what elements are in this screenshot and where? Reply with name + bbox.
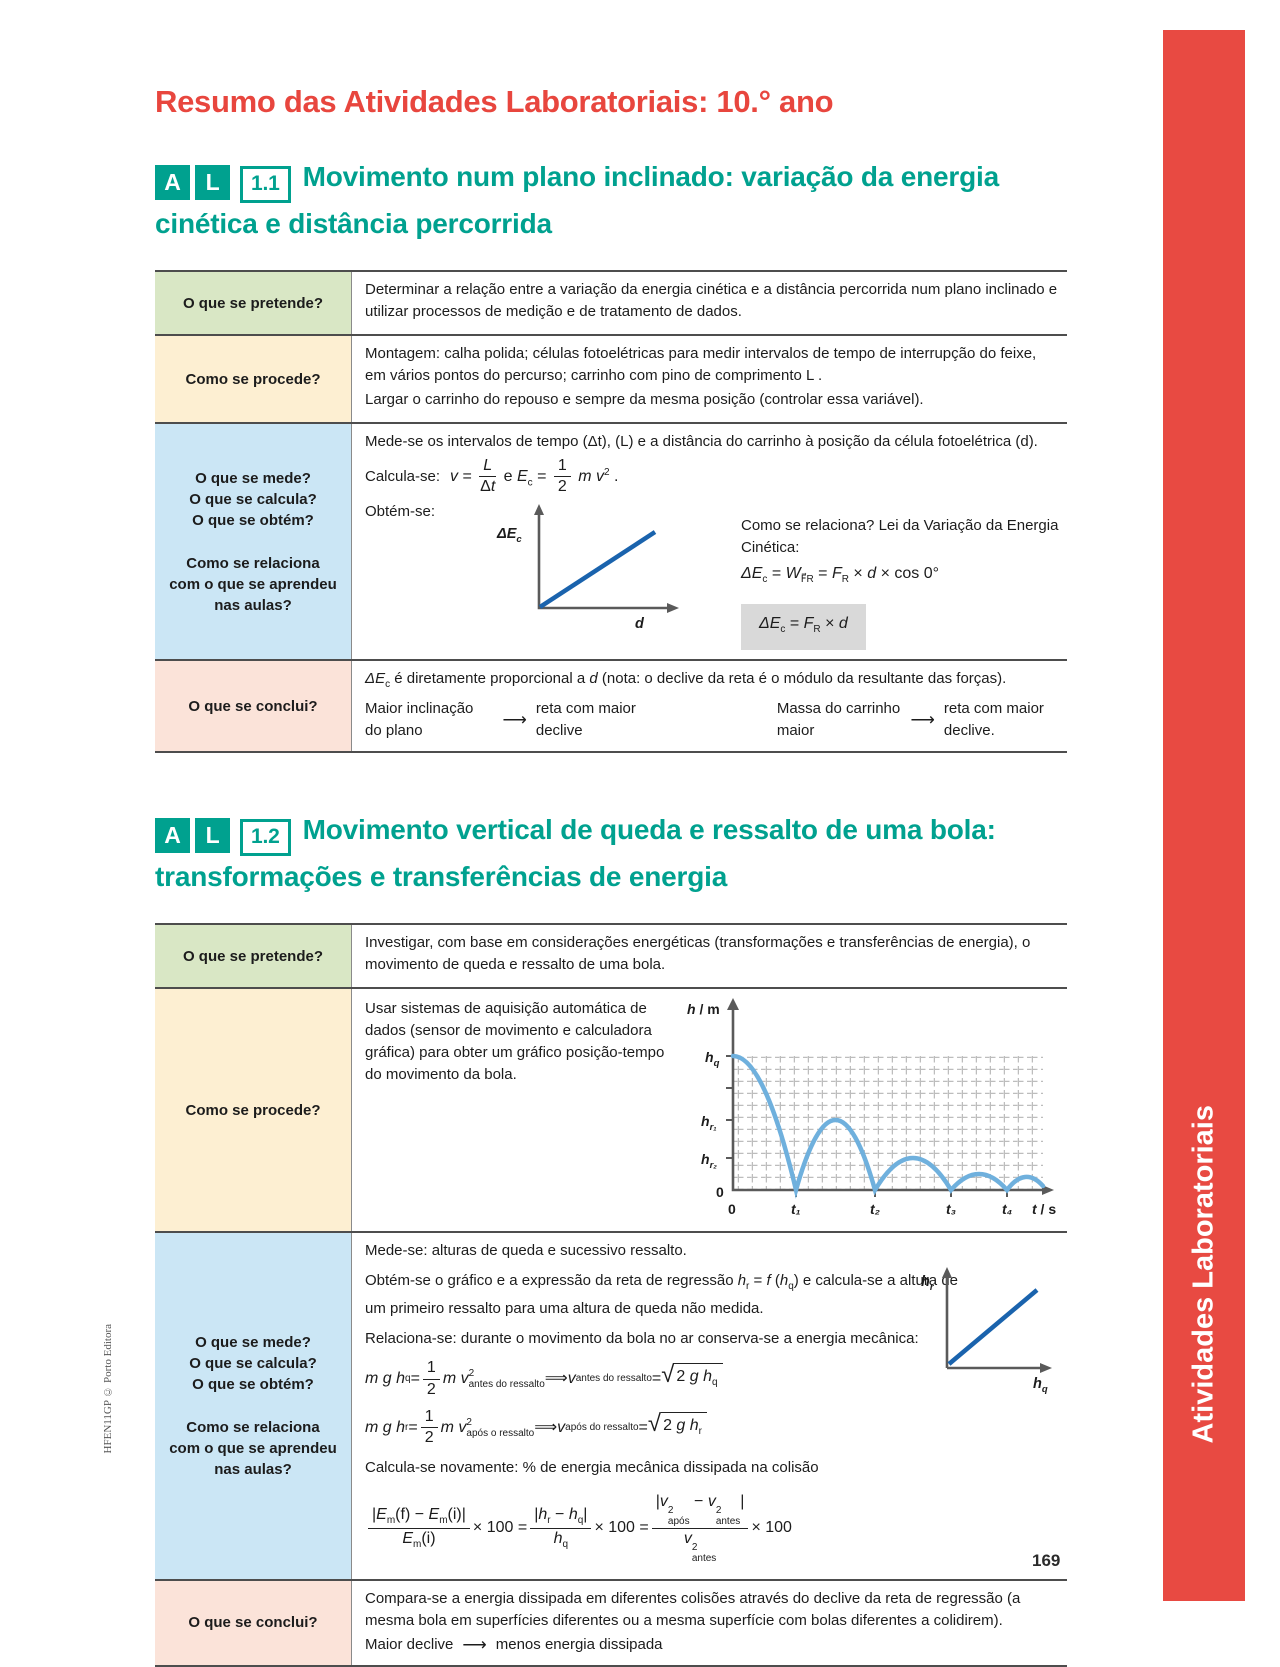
summary-table-1: O que se pretende? Determinar a relação … (155, 270, 1067, 754)
table-row: O que se pretende? Investigar, com base … (155, 925, 1067, 988)
x-zero-label: 0 (728, 1201, 736, 1218)
table-row: Como se procede? Usar sistemas de aquisi… (155, 987, 1067, 1232)
highlight-formula-box: ΔEc = FR × d (741, 603, 866, 651)
al-badge-l: L (195, 818, 230, 854)
section-heading-1: A L 1.1 Movimento num plano inclinado: vari… (155, 156, 1067, 245)
y-axis-label: hr (921, 1274, 934, 1294)
graph-canvas (726, 998, 1054, 1200)
obtem-label: Obtém-se: (365, 502, 436, 520)
chapter-sidebar: Atividades Laboratoriais (1163, 30, 1245, 1601)
row-content: Mede-se os intervalos de tempo (Δt), (L)… (352, 424, 1067, 659)
x-axis-label: hq (1033, 1376, 1048, 1396)
right-arrow-icon: ⟶ (910, 710, 935, 730)
row-label-procede: Como se procede? (155, 989, 352, 1232)
page-title: Resumo das Atividades Laboratoriais: 10.… (155, 84, 834, 119)
al-badge-number: 1.2 (240, 819, 291, 857)
paragraph: ΔEc é diretamente proporcional a d (nota… (365, 670, 1007, 691)
formula-lei-variacao: ΔEc = WF⃗R = FR × d × cos 0° (741, 564, 939, 585)
delta-ec-vs-d-graph: ΔEc d (497, 501, 699, 633)
y-tick-hr1: hr₁ (701, 1113, 717, 1133)
y-tick-hq: hq (705, 1049, 720, 1069)
row-content: ΔEc é diretamente proporcional a d (nota… (352, 661, 1067, 751)
row-label-conclui: O que se conclui? (155, 1580, 352, 1665)
right-arrow-icon: ⟶ (462, 1634, 487, 1654)
hr-vs-hq-regression-graph: hr hq (907, 1263, 1059, 1395)
y-axis-label: ΔEc (497, 525, 522, 545)
x-axis-label: t / s (1032, 1201, 1057, 1218)
table-row: O que se mede? O que se calcula? O que s… (155, 1231, 1067, 1579)
paragraph: Determinar a relação entre a variação da… (365, 281, 1058, 320)
obtem-block: Obtém-se: ΔEc d Como (365, 501, 1061, 651)
al-badge-a: A (155, 165, 190, 200)
x-tick-t2: t₂ (870, 1201, 881, 1218)
y-axis-label: h / m (687, 1001, 720, 1018)
al-badge-a: A (155, 818, 190, 854)
graph-canvas (942, 1267, 1052, 1374)
paragraph: Investigar, com base em considerações en… (365, 934, 1031, 974)
paragraph: Calcula-se novamente: % de energia mecân… (365, 1458, 819, 1476)
row-label-conclui: O que se conclui? (155, 661, 352, 752)
paragraph: Usar sistemas de aquisição automática de… (365, 1000, 665, 1084)
row-content: Compara-se a energia dissipada em difere… (352, 1581, 1067, 1665)
relaciona-block: Como se relaciona? Lei da Variação da En… (741, 501, 1061, 651)
row-label-pretende: O que se pretende? (155, 272, 352, 334)
textbook-page: { "page": { "title": "Resumo das Ativida… (102, 30, 1245, 1667)
right-arrow-icon: ⟶ (502, 710, 527, 730)
paragraph: Relaciona-se: durante o movimento da bol… (365, 1330, 919, 1348)
publisher-credit: HFEN11GP © Porto Editora (102, 1323, 114, 1453)
x-axis-label: d (635, 615, 644, 632)
al-badge-l: L (195, 165, 230, 200)
y-zero-label: 0 (716, 1184, 724, 1201)
row-content: Montagem: calha polida; células fotoelét… (352, 336, 1067, 422)
y-tick-hr2: hr₂ (701, 1151, 717, 1171)
row-label-mede: O que se mede? O que se calcula? O que s… (155, 1233, 352, 1579)
page-number: 169 (1032, 1551, 1061, 1570)
row-label-procede: Como se procede? (155, 336, 352, 422)
paragraph: Largar o carrinho do repouso e sempre da… (365, 391, 924, 408)
x-tick-t3: t₃ (946, 1201, 957, 1218)
summary-table-2: O que se pretende? Investigar, com base … (155, 923, 1067, 1667)
table-row: O que se pretende? Determinar a relação … (155, 272, 1067, 334)
position-time-bounce-graph: h / m hq hr₁ hr₂ 0 0 t₁ t₂ t₃ t₄ t / s (683, 998, 1061, 1222)
table-row: O que se mede? O que se calcula? O que s… (155, 422, 1067, 660)
row-content: Usar sistemas de aquisição automática de… (352, 989, 1067, 1231)
paragraph: Montagem: calha polida; células fotoelét… (365, 345, 1037, 384)
table-row: O que se conclui? ΔEc é diretamente prop… (155, 659, 1067, 752)
row-content: Mede-se: alturas de queda e sucessivo re… (352, 1233, 1067, 1579)
conclusion-line: Maior inclinação do plano ⟶ reta com mai… (365, 700, 1044, 740)
al-badge-number: 1.1 (240, 166, 291, 203)
x-tick-t1: t₁ (791, 1201, 801, 1218)
section-al-1-2: A L 1.2 Movimento vertical de queda e ressa… (155, 809, 1067, 1667)
sidebar-chapter-label: Atividades Laboratoriais (1187, 1104, 1220, 1443)
dissipated-energy-formula: |Em(f) − Em(i)| Em(i) × 100 = |hr − hq| hq… (365, 1493, 1061, 1564)
row-content: Investigar, com base em considerações en… (352, 925, 1067, 987)
conclusion-line: Maior declive ⟶ menos energia dissipada (365, 1634, 663, 1654)
table-row: Como se procede? Montagem: calha polida;… (155, 334, 1067, 422)
main-content: Resumo das Atividades Laboratoriais: 10.… (155, 0, 1067, 1667)
section-heading-text: Movimento vertical de queda e ressalto d… (155, 814, 996, 893)
relaciona-title: Como se relaciona? Lei da Variação da En… (741, 516, 1059, 556)
row-label-mede: O que se mede? O que se calcula? O que s… (155, 424, 352, 660)
row-content: Determinar a relação entre a variação da… (352, 272, 1067, 334)
section-heading-text: Movimento num plano inclinado: variação … (155, 161, 999, 239)
section-al-1-1: A L 1.1 Movimento num plano inclinado: vari… (155, 156, 1067, 754)
row-label-pretende: O que se pretende? (155, 925, 352, 988)
paragraph: Mede-se os intervalos de tempo (Δt), (L)… (365, 433, 1038, 450)
paragraph: Compara-se a energia dissipada em difere… (365, 1589, 1021, 1629)
paragraph: Obtém-se o gráfico e a expressão da reta… (365, 1272, 959, 1318)
graph-canvas (534, 503, 679, 613)
table-row: O que se conclui? Compara-se a energia d… (155, 1578, 1067, 1665)
section-heading-2: A L 1.2 Movimento vertical de queda e ressa… (155, 809, 1067, 898)
x-tick-t4: t₄ (1002, 1201, 1013, 1218)
paragraph: Mede-se: alturas de queda e sucessivo re… (365, 1242, 687, 1260)
